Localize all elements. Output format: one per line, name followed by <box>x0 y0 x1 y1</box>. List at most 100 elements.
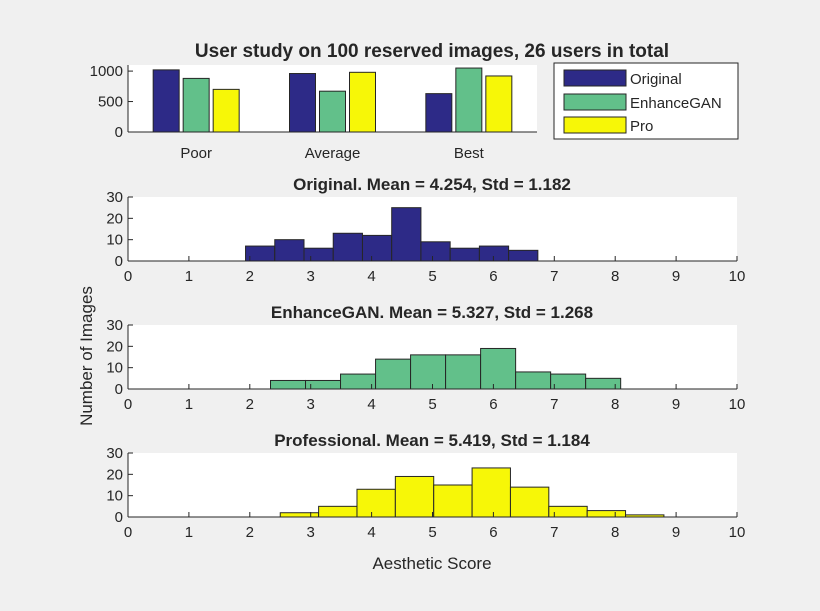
histogram-enhancegan-y-tick-label-20: 20 <box>106 338 123 355</box>
histogram-original-bin-8 <box>478 245 510 262</box>
histogram-original-x-tick-label-3: 3 <box>307 268 315 285</box>
histogram-enhancegan-bin-8 <box>550 373 587 390</box>
histogram-enhancegan-bin-3 <box>375 358 412 390</box>
histogram-enhancegan-y-tick-label-30: 30 <box>106 317 123 334</box>
histogram-professional-bin-8 <box>586 510 627 518</box>
histogram-original-y-tick-label-0: 0 <box>115 253 123 270</box>
bar-poor-pro <box>212 88 240 133</box>
histogram-enhancegan: EnhanceGAN. Mean = 5.327, Std = 1.268 0 1… <box>106 303 745 413</box>
histogram-original-x-tick-label-9: 9 <box>672 268 680 285</box>
histogram-professional-x-tick-label-3: 3 <box>307 524 315 541</box>
histogram-enhancegan-bin-2 <box>340 373 377 390</box>
histogram-professional-bin-2 <box>356 488 396 518</box>
bar-y-tick-label-1000: 1000 <box>90 63 123 80</box>
histogram-original-bin-1 <box>274 239 305 262</box>
histogram-professional-bin-3 <box>394 475 435 518</box>
histogram-enhancegan-x-tick-label-5: 5 <box>428 396 436 413</box>
histogram-enhancegan-x-tick-label-2: 2 <box>246 396 254 413</box>
bar-y-tick-label-0: 0 <box>115 124 123 141</box>
histogram-original-bin-5 <box>391 207 422 262</box>
histogram-enhancegan-y-tick-label-0: 0 <box>115 381 123 398</box>
bar-chart-bars <box>152 67 513 133</box>
histogram-enhancegan-x-tick-label-6: 6 <box>489 396 497 413</box>
bar-best-original <box>425 93 453 133</box>
bar-chart-axis: Poor Average Best 0 500 1000 <box>90 63 485 162</box>
bar-poor-original <box>152 69 180 133</box>
histogram-original-x-tick-label-8: 8 <box>611 268 619 285</box>
histogram-professional-x-tick-label-7: 7 <box>550 524 558 541</box>
histogram-professional: Professional. Mean = 5.419, Std = 1.184 … <box>106 431 745 573</box>
histogram-original-y-tick-label-30: 30 <box>106 189 123 206</box>
histogram-enhancegan-x-tick-label-0: 0 <box>124 396 132 413</box>
histogram-enhancegan-bin-7 <box>515 371 552 390</box>
histogram-enhancegan-bin-4 <box>410 354 447 390</box>
legend-label-original: Original <box>630 71 682 88</box>
histogram-original-bin-7 <box>449 247 480 262</box>
histogram-enhancegan-bin-0 <box>270 379 307 390</box>
histogram-enhancegan-axis: 0 1 2 3 4 5 6 7 8 9 10 0 10 20 30 <box>106 317 745 413</box>
legend-swatch-original <box>563 69 627 87</box>
histogram-enhancegan-x-tick-label-10: 10 <box>729 396 746 413</box>
histogram-original-bars <box>245 207 539 262</box>
bar-chart-title: User study on 100 reserved images, 26 us… <box>195 41 669 62</box>
histogram-enhancegan-x-tick-label-7: 7 <box>550 396 558 413</box>
histogram-original-x-tick-label-6: 6 <box>489 268 497 285</box>
histogram-original-bin-3 <box>332 232 363 262</box>
histogram-enhancegan-title: EnhanceGAN. Mean = 5.327, Std = 1.268 <box>271 303 593 322</box>
bar-poor-enhancegan <box>182 77 210 133</box>
histogram-original-bin-2 <box>303 247 334 262</box>
histogram-professional-y-tick-label-0: 0 <box>115 509 123 526</box>
histogram-original-bin-4 <box>361 234 393 262</box>
histogram-professional-bars <box>279 467 665 518</box>
histogram-original-axis: 0 1 2 3 4 5 6 7 8 9 10 0 10 20 30 <box>106 189 745 285</box>
legend-label-pro: Pro <box>630 118 653 135</box>
histogram-professional-x-tick-label-9: 9 <box>672 524 680 541</box>
bar-average-pro <box>349 71 376 133</box>
legend-swatch-pro <box>563 116 627 134</box>
histogram-professional-axis: 0 1 2 3 4 5 6 7 8 9 10 0 10 20 30 <box>106 445 745 541</box>
histogram-original-x-tick-label-4: 4 <box>367 268 375 285</box>
histogram-original-x-tick-label-7: 7 <box>550 268 558 285</box>
histogram-enhancegan-x-tick-label-9: 9 <box>672 396 680 413</box>
histogram-original-y-tick-label-20: 20 <box>106 210 123 227</box>
grouped-bar-chart: User study on 100 reserved images, 26 us… <box>90 41 739 162</box>
histogram-enhancegan-x-tick-label-4: 4 <box>367 396 375 413</box>
histogram-original-x-tick-label-0: 0 <box>124 268 132 285</box>
histogram-professional-title: Professional. Mean = 5.419, Std = 1.184 <box>274 431 590 450</box>
histogram-professional-x-tick-label-5: 5 <box>428 524 436 541</box>
bar-y-tick-label-500: 500 <box>98 94 123 111</box>
histogram-professional-bin-5 <box>471 467 511 518</box>
histogram-professional-x-tick-label-8: 8 <box>611 524 619 541</box>
histogram-enhancegan-bin-6 <box>480 347 517 390</box>
bar-best-enhancegan <box>455 67 483 133</box>
legend-label-enhancegan: EnhanceGAN <box>630 95 722 112</box>
bar-category-label-best: Best <box>454 145 485 162</box>
histogram-enhancegan-x-tick-label-8: 8 <box>611 396 619 413</box>
histogram-professional-y-tick-label-10: 10 <box>106 488 123 505</box>
shared-y-axis-label: Number of Images <box>77 286 96 426</box>
histogram-professional-x-tick-label-4: 4 <box>367 524 375 541</box>
histogram-professional-x-tick-label-0: 0 <box>124 524 132 541</box>
bar-category-label-poor: Poor <box>180 145 212 162</box>
histogram-professional-x-tick-label-6: 6 <box>489 524 497 541</box>
histogram-professional-y-tick-label-30: 30 <box>106 445 123 462</box>
bar-best-pro <box>485 75 513 133</box>
bar-category-label-average: Average <box>305 145 361 162</box>
histogram-enhancegan-y-tick-label-10: 10 <box>106 360 123 377</box>
histogram-professional-bin-0 <box>279 512 320 518</box>
histogram-original-x-tick-label-2: 2 <box>246 268 254 285</box>
histogram-professional-x-tick-label-2: 2 <box>246 524 254 541</box>
histogram-professional-bin-1 <box>318 505 358 518</box>
histogram-original-title: Original. Mean = 4.254, Std = 1.182 <box>293 175 571 194</box>
bar-average-enhancegan <box>319 90 346 133</box>
histogram-enhancegan-bars <box>270 347 622 390</box>
histogram-professional-x-tick-label-10: 10 <box>729 524 746 541</box>
histogram-professional-x-tick-label-1: 1 <box>185 524 193 541</box>
legend: Original EnhanceGAN Pro <box>553 62 739 140</box>
histogram-original-bin-6 <box>420 241 451 262</box>
bar-average-original <box>289 73 316 133</box>
histogram-original-x-tick-label-5: 5 <box>428 268 436 285</box>
histogram-enhancegan-x-tick-label-3: 3 <box>307 396 315 413</box>
legend-swatch-enhancegan <box>563 93 627 111</box>
